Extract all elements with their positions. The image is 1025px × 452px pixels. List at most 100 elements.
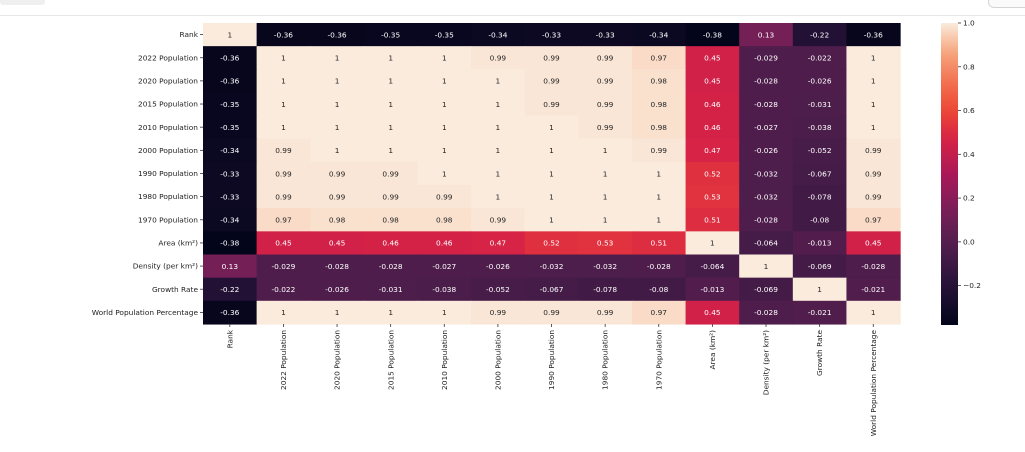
heatmap-cell	[256, 300, 311, 325]
heatmap-cell	[363, 46, 419, 70]
cell-value-label: 1	[656, 216, 661, 225]
cell-value-label: -0.022	[808, 54, 832, 63]
cell-value-label: -0.052	[486, 285, 510, 294]
heatmap-cell	[256, 161, 311, 186]
heatmap-cell	[578, 185, 633, 209]
cell-value-label: 0.99	[275, 192, 292, 201]
heatmap-cell	[792, 69, 848, 94]
heatmap-cell	[203, 69, 258, 94]
heatmap-cell	[310, 138, 365, 163]
cell-value-label: 0.99	[865, 169, 882, 178]
cell-value-label: 0.97	[651, 308, 668, 317]
cell-value-label: 1	[817, 285, 822, 294]
heatmap-cell	[310, 254, 365, 279]
row-label: Growth Rate	[152, 285, 198, 294]
cell-value-label: 1	[281, 54, 286, 63]
heatmap-cell	[846, 208, 901, 232]
row-label: Rank	[180, 30, 199, 39]
cell-value-label: 0.97	[651, 54, 668, 63]
cell-value-label: 1	[603, 169, 608, 178]
cell-value-label: -0.029	[754, 54, 778, 63]
cell-value-label: 0.99	[382, 192, 399, 201]
column-label: 2022 Population	[279, 330, 288, 390]
column-labels: Rank 2022 Population 2020 Population 2015 P…	[225, 323, 878, 437]
cell-value-label: 1	[549, 146, 554, 155]
cell-value-label: 0.52	[704, 169, 720, 178]
heatmap-cell	[471, 92, 526, 117]
heatmap-cell	[578, 208, 633, 232]
column-label: World Population Percentage	[869, 330, 878, 437]
heatmap-cell	[846, 138, 901, 163]
cell-value-label: -0.026	[808, 77, 832, 86]
cell-value-label: 0.99	[490, 216, 507, 225]
heatmap-cell	[846, 254, 901, 279]
heatmap-cell	[685, 23, 740, 47]
heatmap-cell	[203, 138, 258, 163]
heatmap-cell	[631, 277, 687, 302]
cell-value-label: -0.35	[220, 100, 239, 109]
cell-value-label: -0.067	[808, 169, 832, 178]
tab-stub-right[interactable]	[988, 0, 1025, 8]
cell-value-label: 0.99	[651, 146, 668, 155]
cell-value-label: -0.021	[861, 285, 885, 294]
cell-value-label: 1	[496, 77, 501, 86]
cell-value-label: 0.99	[436, 192, 453, 201]
heatmap-cell	[792, 23, 848, 47]
cell-value-label: -0.026	[325, 285, 349, 294]
heatmap-cell	[578, 277, 633, 302]
column-label: 1970 Population	[654, 330, 663, 390]
cell-value-label: 0.99	[597, 77, 614, 86]
cell-value-label: 0.53	[704, 192, 721, 201]
cell-value-label: -0.36	[274, 30, 293, 39]
column-label: Area (km²)	[708, 330, 717, 370]
row-labels: Rank 2022 Population 2020 Population 2015 P…	[92, 30, 203, 317]
cell-value-label: -0.36	[220, 77, 239, 86]
heatmap-cell	[846, 185, 901, 209]
cell-value-label: -0.069	[808, 262, 832, 271]
cell-value-label: -0.34	[488, 30, 507, 39]
cell-value-label: -0.026	[754, 146, 778, 155]
cell-value-label: -0.22	[810, 30, 829, 39]
heatmap-cell	[739, 161, 794, 186]
heatmap-cell	[685, 185, 740, 209]
heatmap-cell	[471, 23, 526, 47]
heatmap-cell	[310, 46, 365, 70]
heatmap-cell	[363, 231, 419, 256]
cell-value-label: 1	[871, 308, 876, 317]
heatmap-cell	[310, 115, 365, 140]
heatmap-cell	[363, 138, 419, 163]
cell-value-label: 1	[603, 192, 608, 201]
colorbar-tick-label: 1.0	[963, 19, 975, 28]
cell-value-label: -0.027	[432, 262, 456, 271]
cell-value-label: -0.33	[220, 169, 239, 178]
cell-value-label: -0.032	[593, 262, 617, 271]
heatmap-cell	[578, 138, 633, 163]
cell-value-label: -0.36	[864, 30, 883, 39]
colorbar-tick-label: −0.2	[963, 281, 981, 290]
heatmap-cell	[256, 23, 311, 47]
heatmap-cell	[685, 208, 740, 232]
cell-value-label: 1	[603, 146, 608, 155]
cell-value-label: 1	[549, 169, 554, 178]
cell-value-label: -0.013	[700, 285, 724, 294]
heatmap-cell	[739, 277, 794, 302]
heatmap-cell	[471, 115, 526, 140]
cell-value-label: -0.021	[808, 308, 832, 317]
column-label: Growth Rate	[815, 329, 824, 375]
heatmap-cell	[256, 92, 311, 117]
heatmap-cell	[846, 23, 901, 47]
cell-value-label: 0.97	[865, 216, 882, 225]
cell-value-label: 0.99	[597, 308, 614, 317]
colorbar-tick-label: 0.0	[963, 237, 975, 246]
tab-stub-left[interactable]	[0, 0, 45, 5]
heatmap-cell	[846, 46, 901, 70]
heatmap-cell	[739, 208, 794, 232]
heatmap-cell	[363, 208, 419, 232]
heatmap-cell	[363, 277, 419, 302]
cell-value-label: 0.99	[382, 169, 399, 178]
cell-value-label: -0.34	[649, 30, 668, 39]
heatmap-cell	[846, 92, 901, 117]
heatmap-cell	[685, 92, 740, 117]
heatmap-cell	[256, 185, 311, 209]
